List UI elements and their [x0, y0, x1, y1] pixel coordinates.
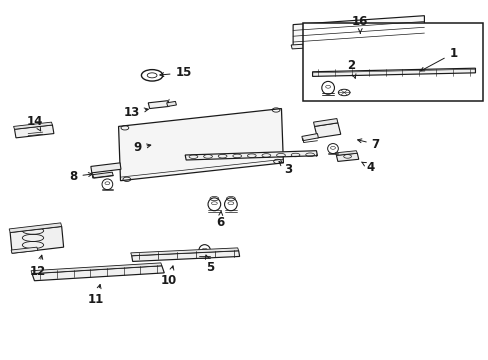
Polygon shape [152, 139, 166, 144]
Text: 14: 14 [26, 114, 42, 131]
FancyBboxPatch shape [302, 23, 482, 102]
Polygon shape [336, 153, 358, 161]
Text: 12: 12 [30, 255, 46, 278]
Polygon shape [313, 118, 337, 126]
Polygon shape [32, 266, 164, 281]
Polygon shape [335, 151, 357, 156]
Text: 4: 4 [361, 161, 374, 174]
Text: 16: 16 [351, 14, 367, 33]
Polygon shape [148, 101, 169, 109]
Polygon shape [31, 263, 162, 274]
Text: 3: 3 [278, 162, 292, 176]
Polygon shape [153, 136, 166, 140]
Polygon shape [292, 16, 424, 48]
Polygon shape [91, 163, 121, 173]
Polygon shape [9, 223, 61, 233]
Polygon shape [93, 172, 113, 178]
Text: 13: 13 [123, 105, 148, 119]
Text: 8: 8 [69, 170, 92, 183]
Polygon shape [185, 151, 317, 160]
Polygon shape [290, 44, 303, 49]
Text: 5: 5 [205, 255, 214, 274]
Text: 9: 9 [133, 141, 150, 154]
Polygon shape [130, 248, 238, 256]
Polygon shape [14, 122, 52, 129]
Text: 1: 1 [420, 47, 457, 71]
Text: 6: 6 [216, 211, 224, 229]
Text: 10: 10 [161, 266, 177, 287]
Polygon shape [301, 134, 318, 141]
Polygon shape [166, 102, 176, 107]
Polygon shape [11, 247, 38, 253]
Polygon shape [15, 125, 54, 138]
Polygon shape [312, 68, 474, 76]
Text: 15: 15 [160, 66, 191, 79]
Text: 7: 7 [357, 138, 379, 151]
Polygon shape [314, 123, 340, 138]
Text: 11: 11 [88, 284, 104, 306]
Polygon shape [131, 251, 239, 261]
Text: 2: 2 [346, 59, 355, 78]
Polygon shape [10, 226, 63, 253]
Polygon shape [118, 109, 283, 181]
